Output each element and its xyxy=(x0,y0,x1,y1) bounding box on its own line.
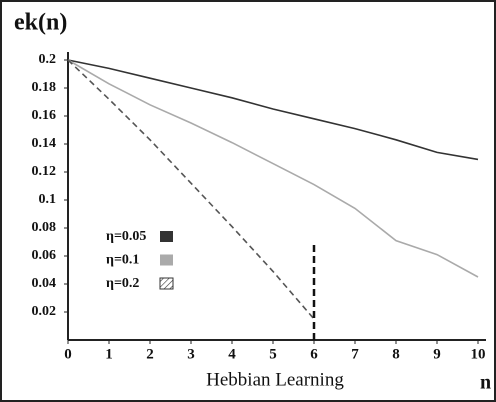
x-tick-label: 1 xyxy=(105,346,113,362)
legend-swatch xyxy=(160,254,173,266)
y-tick-label: 0.06 xyxy=(32,248,57,263)
x-tick-label: 3 xyxy=(187,346,195,362)
y-tick-label: 0.18 xyxy=(32,80,57,95)
x-axis-symbol: n xyxy=(480,372,491,394)
x-tick-label: 8 xyxy=(392,346,400,362)
legend-swatch xyxy=(160,231,173,242)
x-tick-label: 2 xyxy=(146,346,154,362)
y-tick-label: 0.2 xyxy=(39,52,57,67)
y-tick-label: 0.04 xyxy=(32,276,57,291)
x-tick-label: 4 xyxy=(228,346,236,362)
y-tick-label: 0.08 xyxy=(32,220,57,235)
y-tick-label: 0.12 xyxy=(32,164,57,179)
series-line xyxy=(67,59,479,278)
x-tick-label: 5 xyxy=(269,346,277,362)
x-tick-label: 0 xyxy=(64,346,72,362)
x-tick-label: 9 xyxy=(433,346,441,362)
legend-label: η=0.2 xyxy=(106,276,139,291)
y-tick-label: 0.02 xyxy=(32,304,57,319)
x-tick-label: 10 xyxy=(471,346,486,362)
y-tick-label: 0.14 xyxy=(32,136,57,151)
y-axis-label: ek(n) xyxy=(14,10,67,36)
legend-swatch xyxy=(159,277,174,290)
y-tick-label: 0.16 xyxy=(32,108,57,123)
legend-label: η=0.05 xyxy=(106,229,146,244)
series-line xyxy=(67,59,315,320)
x-tick-label: 6 xyxy=(310,346,318,362)
legend-label: η=0.1 xyxy=(106,253,139,268)
series-line xyxy=(67,59,479,161)
x-axis-label: Hebbian Learning xyxy=(206,369,344,390)
y-tick-label: 0.1 xyxy=(39,192,57,207)
x-tick-label: 7 xyxy=(351,346,359,362)
